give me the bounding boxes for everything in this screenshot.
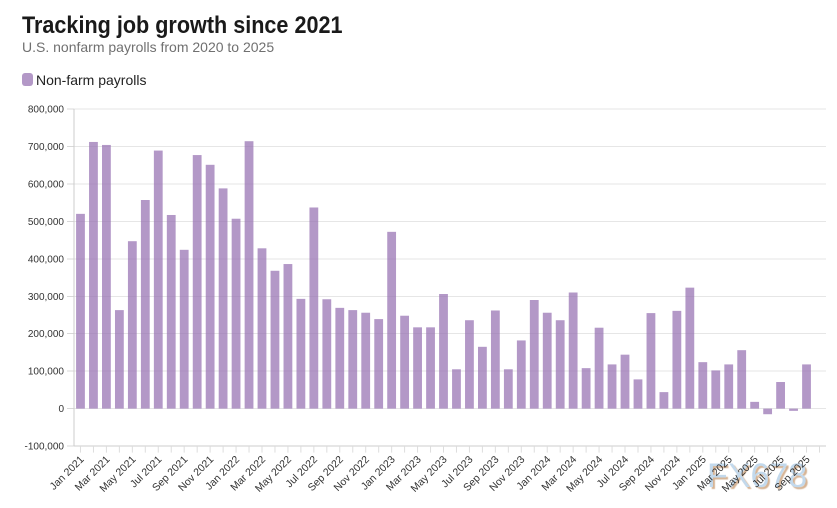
svg-text:800,000: 800,000 [28,105,65,116]
svg-text:400,000: 400,000 [28,254,65,265]
svg-text:300,000: 300,000 [28,292,65,303]
svg-text:-100,000: -100,000 [25,442,65,453]
svg-text:100,000: 100,000 [28,367,65,378]
svg-text:700,000: 700,000 [28,142,65,153]
svg-text:600,000: 600,000 [28,179,65,190]
svg-text:200,000: 200,000 [28,329,65,340]
svg-text:500,000: 500,000 [28,217,65,228]
svg-text:0: 0 [58,404,64,415]
